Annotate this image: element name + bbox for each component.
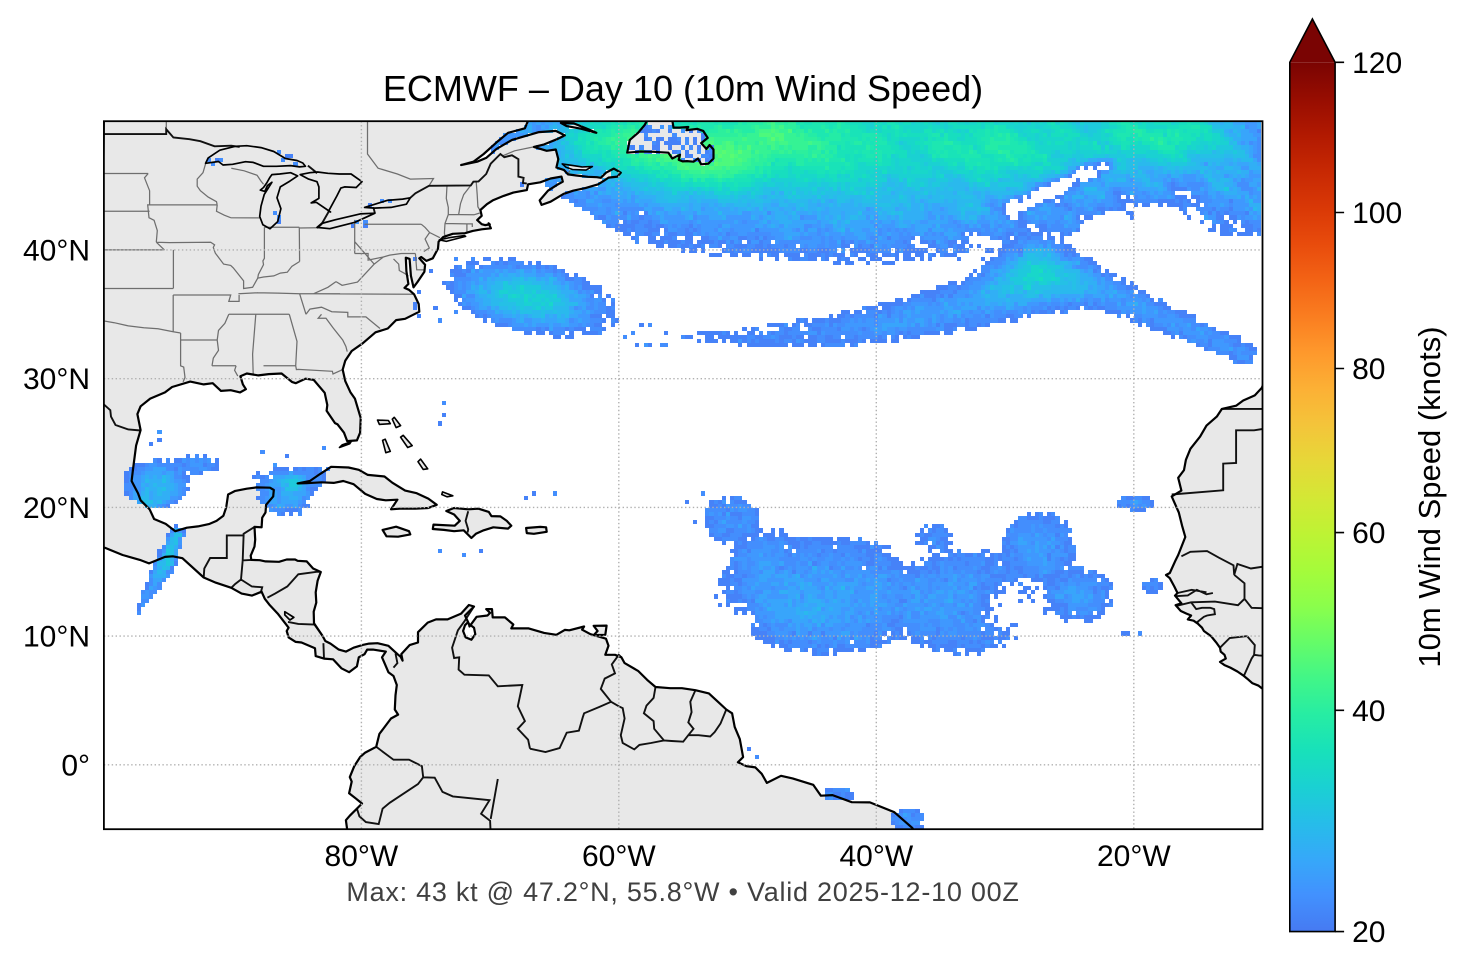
svg-text:20°N: 20°N [23, 492, 90, 525]
svg-text:30°N: 30°N [23, 363, 90, 396]
svg-text:Max: 43 kt @ 47.2°N, 55.8°W •: Max: 43 kt @ 47.2°N, 55.8°W • Valid 2025… [346, 877, 1019, 907]
svg-text:60: 60 [1352, 517, 1385, 550]
svg-text:0°: 0° [61, 749, 90, 782]
svg-text:40: 40 [1352, 695, 1385, 728]
svg-text:80: 80 [1352, 353, 1385, 386]
svg-text:60°W: 60°W [582, 840, 656, 873]
svg-text:120: 120 [1352, 47, 1402, 80]
svg-text:40°W: 40°W [839, 840, 913, 873]
svg-text:10°N: 10°N [23, 621, 90, 654]
svg-text:40°N: 40°N [23, 234, 90, 267]
svg-text:10m Wind Speed (knots): 10m Wind Speed (knots) [1412, 326, 1447, 667]
svg-text:80°W: 80°W [325, 840, 399, 873]
svg-text:20: 20 [1352, 916, 1385, 949]
svg-text:ECMWF – Day 10 (10m Wind Speed: ECMWF – Day 10 (10m Wind Speed) [383, 68, 983, 109]
svg-text:20°W: 20°W [1097, 840, 1171, 873]
svg-text:100: 100 [1352, 197, 1402, 230]
